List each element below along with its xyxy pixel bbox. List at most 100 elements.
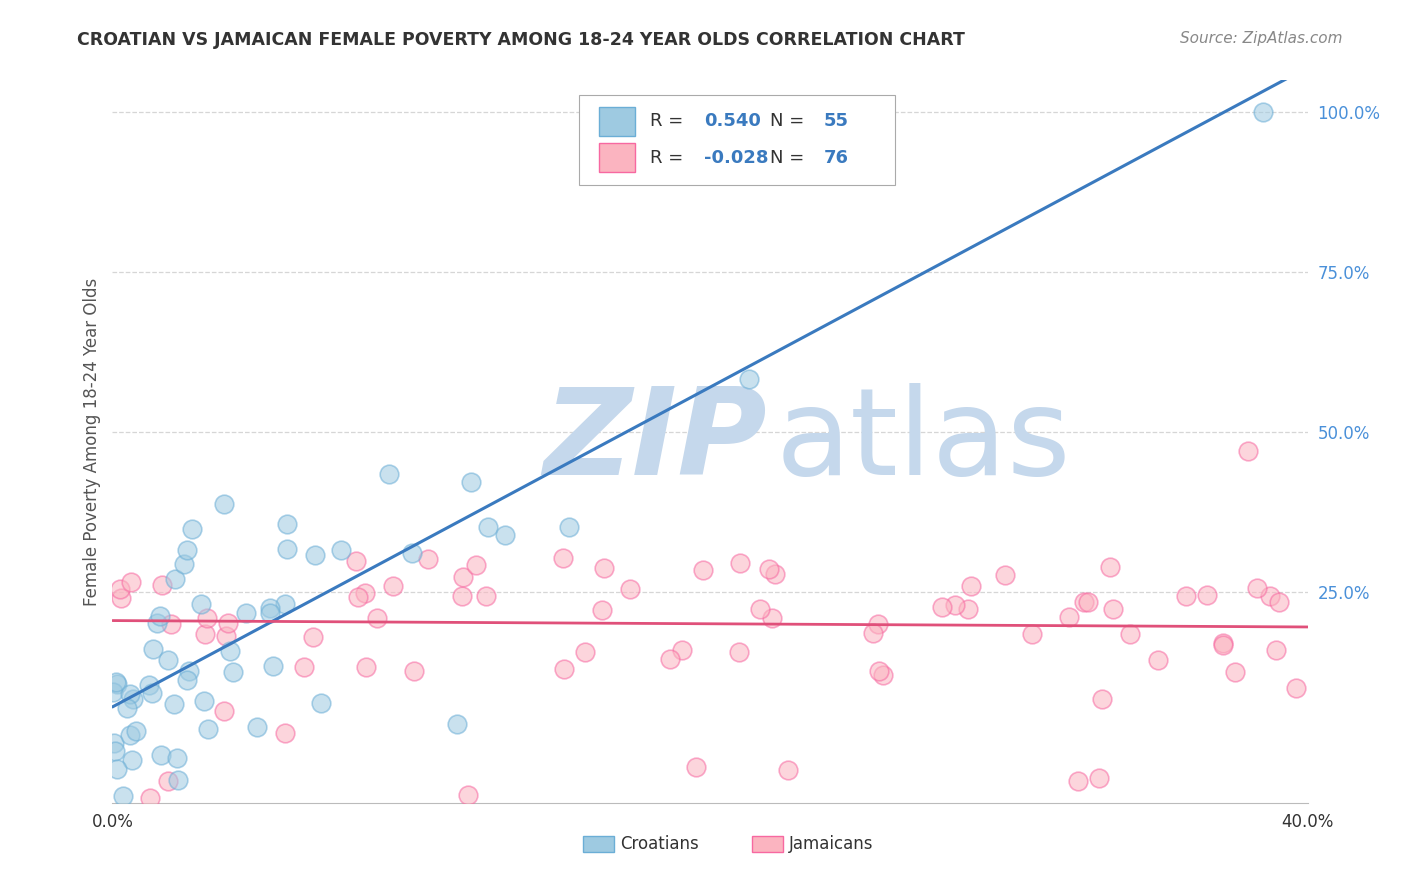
Point	[1251, 105, 1274, 120]
Point	[110, 591, 132, 606]
Point	[558, 520, 581, 534]
Point	[763, 567, 786, 582]
Point	[104, 675, 127, 690]
Point	[574, 645, 596, 659]
Point	[150, 748, 173, 763]
Point	[197, 722, 219, 736]
Point	[160, 617, 183, 632]
Point	[553, 550, 575, 565]
Text: R =: R =	[651, 112, 689, 130]
Text: N =: N =	[770, 112, 810, 130]
FancyBboxPatch shape	[599, 107, 634, 136]
Point	[120, 575, 142, 590]
Point	[1212, 635, 1234, 649]
Point	[1258, 589, 1281, 603]
Point	[166, 751, 188, 765]
Point	[943, 598, 966, 612]
Point	[330, 543, 353, 558]
Point	[309, 697, 332, 711]
Point	[671, 643, 693, 657]
Point	[494, 528, 516, 542]
Point	[142, 642, 165, 657]
Point	[957, 601, 980, 615]
Point	[105, 762, 128, 776]
Point	[193, 694, 215, 708]
Text: Croatians: Croatians	[620, 835, 699, 853]
Point	[292, 660, 315, 674]
Point	[728, 645, 751, 659]
Point	[190, 597, 212, 611]
Point	[868, 664, 890, 678]
Point	[101, 685, 124, 699]
Point	[692, 563, 714, 577]
Point	[176, 673, 198, 687]
Text: 76: 76	[824, 149, 849, 167]
Point	[122, 692, 145, 706]
Point	[157, 773, 180, 788]
Point	[1285, 681, 1308, 695]
Text: ZIP: ZIP	[543, 383, 766, 500]
Point	[163, 697, 186, 711]
Point	[450, 590, 472, 604]
Point	[401, 546, 423, 560]
Point	[658, 652, 681, 666]
Point	[274, 597, 297, 611]
Text: 0.540: 0.540	[704, 112, 761, 130]
Point	[118, 687, 141, 701]
Point	[276, 516, 298, 531]
Point	[404, 664, 426, 678]
Text: Source: ZipAtlas.com: Source: ZipAtlas.com	[1180, 31, 1343, 46]
Point	[377, 467, 399, 481]
Point	[180, 522, 202, 536]
Point	[259, 601, 281, 615]
Point	[761, 610, 783, 624]
Point	[866, 617, 889, 632]
Point	[994, 568, 1017, 582]
Point	[125, 723, 148, 738]
Text: 55: 55	[824, 112, 849, 130]
Point	[163, 573, 186, 587]
Point	[862, 626, 884, 640]
Point	[117, 701, 139, 715]
Point	[276, 542, 298, 557]
Point	[173, 557, 195, 571]
Point	[1265, 643, 1288, 657]
Point	[212, 497, 235, 511]
Text: atlas: atlas	[776, 383, 1071, 500]
Point	[960, 579, 983, 593]
Point	[167, 772, 190, 787]
Point	[738, 372, 761, 386]
Point	[416, 552, 439, 566]
Point	[111, 789, 134, 804]
Point	[344, 554, 367, 568]
Point	[1102, 601, 1125, 615]
Point	[301, 630, 323, 644]
Point	[347, 591, 370, 605]
Point	[1246, 581, 1268, 595]
Point	[141, 686, 163, 700]
Point	[195, 611, 218, 625]
Point	[139, 791, 162, 805]
Point	[553, 662, 575, 676]
Point	[1099, 560, 1122, 574]
Point	[215, 629, 238, 643]
Point	[475, 589, 498, 603]
Y-axis label: Female Poverty Among 18-24 Year Olds: Female Poverty Among 18-24 Year Olds	[83, 277, 101, 606]
Point	[121, 753, 143, 767]
Point	[1223, 665, 1246, 680]
Point	[464, 558, 486, 572]
Point	[157, 653, 180, 667]
Point	[1077, 595, 1099, 609]
Point	[1088, 771, 1111, 785]
Point	[1067, 773, 1090, 788]
Point	[194, 626, 217, 640]
Point	[354, 586, 377, 600]
FancyBboxPatch shape	[599, 143, 634, 172]
Point	[1268, 595, 1291, 609]
Point	[451, 570, 474, 584]
Point	[149, 608, 172, 623]
Point	[176, 542, 198, 557]
Point	[931, 599, 953, 614]
Point	[120, 728, 142, 742]
Point	[222, 665, 245, 679]
